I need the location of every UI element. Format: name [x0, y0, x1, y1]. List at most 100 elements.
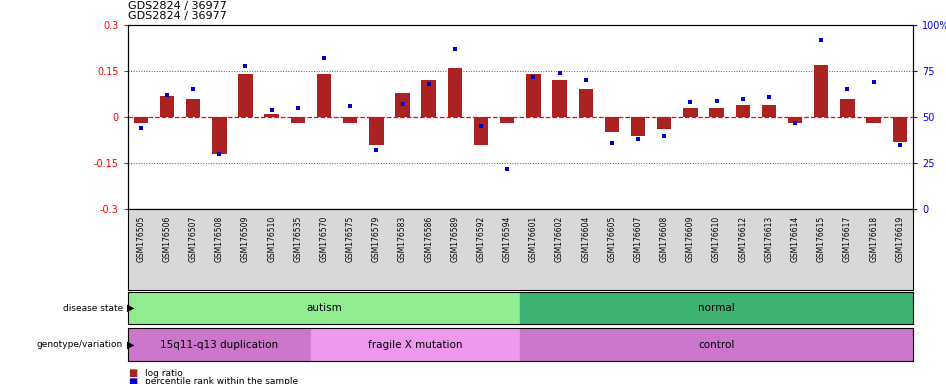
Text: ■: ■	[128, 377, 137, 384]
Bar	[212, 117, 226, 154]
Bar	[474, 117, 488, 145]
Text: GSM176535: GSM176535	[293, 216, 303, 262]
Bar	[343, 117, 358, 123]
Text: GSM176509: GSM176509	[241, 216, 250, 262]
Bar	[128, 328, 311, 361]
Text: GSM176506: GSM176506	[163, 216, 171, 262]
Text: GSM176589: GSM176589	[450, 216, 460, 262]
Text: autism: autism	[307, 303, 342, 313]
Text: GSM176602: GSM176602	[555, 216, 564, 262]
Bar	[736, 105, 750, 117]
Bar	[500, 117, 515, 123]
Point	[552, 70, 568, 76]
Bar	[160, 96, 174, 117]
Point	[369, 147, 384, 153]
Bar	[683, 108, 697, 117]
Bar	[867, 117, 881, 123]
Point	[316, 55, 332, 61]
Point	[447, 46, 463, 52]
Text: GSM176510: GSM176510	[267, 216, 276, 262]
Point	[526, 73, 541, 79]
Text: GSM176619: GSM176619	[895, 216, 904, 262]
Text: GSM176608: GSM176608	[659, 216, 669, 262]
Point	[787, 119, 802, 126]
Bar	[311, 328, 520, 361]
Point	[892, 142, 907, 148]
Text: GSM176605: GSM176605	[607, 216, 617, 262]
Bar	[762, 105, 776, 117]
Text: log ratio: log ratio	[145, 369, 183, 378]
Text: GDS2824 / 36977: GDS2824 / 36977	[128, 11, 227, 21]
Bar	[710, 108, 724, 117]
Text: GSM176575: GSM176575	[345, 216, 355, 262]
Text: GSM176617: GSM176617	[843, 216, 852, 262]
Point	[499, 166, 515, 172]
Point	[630, 136, 645, 142]
Text: GSM176613: GSM176613	[764, 216, 774, 262]
Text: GSM176579: GSM176579	[372, 216, 381, 262]
Text: GSM176586: GSM176586	[424, 216, 433, 262]
Point	[421, 81, 436, 87]
Bar	[840, 99, 854, 117]
Bar	[238, 74, 253, 117]
Text: GSM176601: GSM176601	[529, 216, 538, 262]
Point	[473, 123, 488, 129]
Point	[735, 96, 750, 102]
Text: GSM176583: GSM176583	[398, 216, 407, 262]
Point	[814, 36, 829, 43]
Point	[264, 107, 279, 113]
Bar	[133, 117, 148, 123]
Text: ▶: ▶	[127, 339, 134, 350]
Bar	[893, 117, 907, 142]
Point	[762, 94, 777, 100]
Text: normal: normal	[698, 303, 735, 313]
Bar	[815, 65, 829, 117]
Bar	[631, 117, 645, 136]
Text: GSM176609: GSM176609	[686, 216, 695, 262]
Bar	[447, 68, 462, 117]
Point	[578, 77, 593, 83]
Bar	[526, 74, 540, 117]
Text: GSM176594: GSM176594	[502, 216, 512, 262]
Bar	[657, 117, 672, 129]
Text: GSM176607: GSM176607	[634, 216, 642, 262]
Text: percentile rank within the sample: percentile rank within the sample	[145, 377, 298, 384]
Text: GSM176604: GSM176604	[581, 216, 590, 262]
Text: GSM176618: GSM176618	[869, 216, 878, 262]
Point	[185, 86, 201, 93]
Text: fragile X mutation: fragile X mutation	[368, 339, 463, 350]
Text: ■: ■	[128, 368, 137, 378]
Bar	[290, 117, 305, 123]
Text: GSM176612: GSM176612	[738, 216, 747, 262]
Text: GSM176505: GSM176505	[136, 216, 146, 262]
Point	[840, 86, 855, 93]
Point	[867, 79, 882, 85]
Text: GDS2824 / 36977: GDS2824 / 36977	[128, 1, 227, 11]
Point	[159, 92, 174, 98]
Point	[133, 125, 149, 131]
Point	[710, 98, 725, 104]
Bar	[369, 117, 383, 145]
Text: GSM176508: GSM176508	[215, 216, 224, 262]
Point	[238, 63, 254, 69]
Bar	[317, 74, 331, 117]
Bar	[520, 292, 913, 324]
Bar	[552, 80, 567, 117]
Bar	[579, 89, 593, 117]
Text: GSM176570: GSM176570	[320, 216, 328, 262]
Bar	[422, 80, 436, 117]
Text: ▶: ▶	[127, 303, 134, 313]
Bar	[186, 99, 201, 117]
Bar	[788, 117, 802, 123]
Text: GSM176610: GSM176610	[712, 216, 721, 262]
Point	[604, 140, 620, 146]
Point	[212, 151, 227, 157]
Text: GSM176507: GSM176507	[188, 216, 198, 262]
Bar	[128, 292, 520, 324]
Text: 15q11-q13 duplication: 15q11-q13 duplication	[160, 339, 278, 350]
Text: GSM176615: GSM176615	[816, 216, 826, 262]
Text: genotype/variation: genotype/variation	[37, 340, 123, 349]
Point	[290, 105, 306, 111]
Point	[394, 101, 410, 107]
Text: GSM176592: GSM176592	[477, 216, 485, 262]
